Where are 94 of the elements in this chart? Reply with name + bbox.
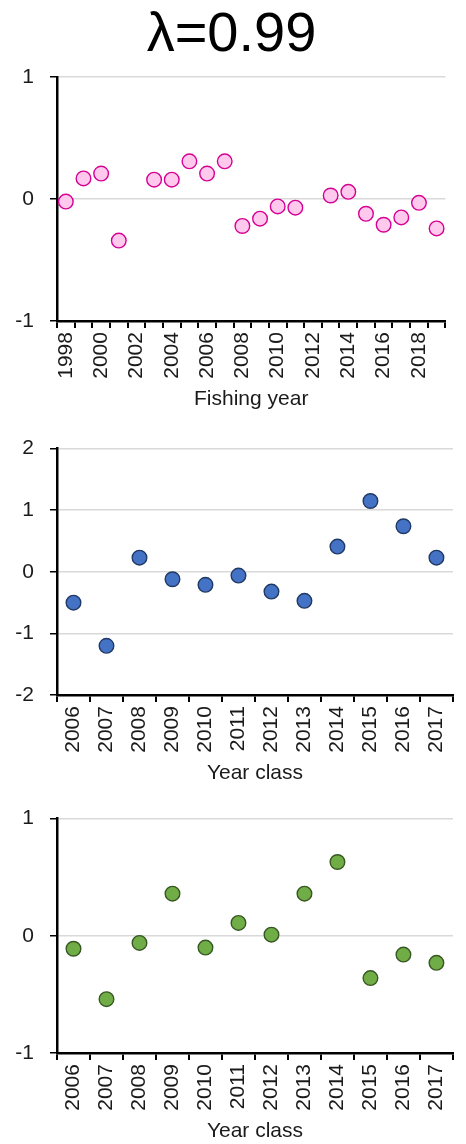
point <box>410 194 427 211</box>
point <box>197 939 214 956</box>
point <box>110 232 127 249</box>
point <box>322 187 339 204</box>
x-tick-label: 2018 <box>405 332 429 379</box>
point <box>57 193 74 210</box>
point <box>395 518 412 535</box>
point <box>263 926 280 943</box>
point <box>428 220 445 237</box>
x-tick-label: 2017 <box>423 706 447 753</box>
point <box>164 571 181 588</box>
point <box>428 549 445 566</box>
y-tick-label: -1 <box>15 307 34 331</box>
x-tick-label: 2008 <box>229 332 253 379</box>
point <box>199 165 216 182</box>
x-tick-label: 2010 <box>264 332 288 379</box>
y-tick-label: -1 <box>15 620 34 644</box>
x-tick-label: 2014 <box>324 1063 348 1111</box>
y-tick-label: -1 <box>15 1039 34 1063</box>
point <box>287 199 304 216</box>
y-tick-label: 1 <box>22 805 34 829</box>
point <box>340 183 357 200</box>
x-tick-label: 2013 <box>291 1064 315 1111</box>
point <box>98 991 115 1008</box>
x-tick-label: 2006 <box>60 706 84 753</box>
x-tick-label: 2002 <box>123 332 147 379</box>
x-tick-label: 2016 <box>390 1064 414 1111</box>
y-tick-label: 0 <box>22 185 34 209</box>
x-tick-label: 2013 <box>291 706 315 753</box>
chart-title: λ=0.99 <box>146 0 317 64</box>
point <box>362 970 379 987</box>
x-tick-label: 2009 <box>159 1064 183 1111</box>
x-tick-label: 2011 <box>225 706 249 752</box>
point <box>131 549 148 566</box>
point <box>395 946 412 963</box>
y-tick-label: 0 <box>22 922 34 946</box>
point <box>263 583 280 600</box>
x-tick-label: 2010 <box>192 1064 216 1111</box>
point <box>230 567 247 584</box>
point <box>393 209 410 226</box>
y-tick-label: 1 <box>22 64 34 87</box>
point <box>269 198 286 215</box>
point <box>65 940 82 957</box>
x-tick-label: 2017 <box>423 1064 447 1111</box>
point <box>329 853 346 870</box>
x-tick-label: 2006 <box>193 332 217 379</box>
x-tick-label: 2012 <box>299 332 323 379</box>
point <box>357 205 374 222</box>
x-tick-label: 2000 <box>87 332 111 379</box>
x-tick-label: 2011 <box>225 1064 249 1110</box>
point <box>98 637 115 654</box>
x-tick-label: 2012 <box>258 706 282 753</box>
point <box>296 885 313 902</box>
x-tick-label: 2010 <box>192 706 216 753</box>
x-tick-label: 2015 <box>357 706 381 753</box>
point <box>146 171 163 188</box>
x-tick-label: 2006 <box>60 1064 84 1111</box>
x-tick-label: 2009 <box>159 706 183 753</box>
point <box>234 217 251 234</box>
point <box>252 210 269 227</box>
point <box>75 170 92 187</box>
point <box>181 153 198 170</box>
y-tick-label: 0 <box>22 558 34 582</box>
x-tick-label: 2008 <box>126 1064 150 1111</box>
x-tick-label: 2014 <box>335 331 359 379</box>
x-tick-label: 2004 <box>158 331 182 379</box>
point <box>216 153 233 170</box>
x-tick-label: 2007 <box>93 706 117 753</box>
y-tick-label: 1 <box>22 497 34 521</box>
y-tick-label: -2 <box>15 681 34 705</box>
point <box>93 165 110 182</box>
point <box>230 914 247 931</box>
x-tick-label: 2016 <box>390 706 414 753</box>
x-tick-label: 2016 <box>370 332 394 379</box>
point <box>296 592 313 609</box>
point <box>163 171 180 188</box>
point <box>329 538 346 555</box>
point <box>428 954 445 971</box>
x-tick-label: 2008 <box>126 706 150 753</box>
point <box>197 576 214 593</box>
x-tick-label: 2014 <box>324 705 348 753</box>
point <box>362 492 379 509</box>
x-tick-label: 2012 <box>258 1064 282 1111</box>
y-tick-label: 2 <box>22 435 34 459</box>
x-tick-label: 2007 <box>93 1064 117 1111</box>
x-tick-label: 1998 <box>52 332 76 379</box>
x-axis-title: Year class <box>206 1118 304 1142</box>
x-axis-title: Year class <box>206 760 304 784</box>
point <box>131 934 148 951</box>
x-axis-title: Fishing year <box>194 386 309 410</box>
point <box>65 594 82 611</box>
point <box>164 885 181 902</box>
x-tick-label: 2015 <box>357 1064 381 1111</box>
point <box>375 216 392 233</box>
